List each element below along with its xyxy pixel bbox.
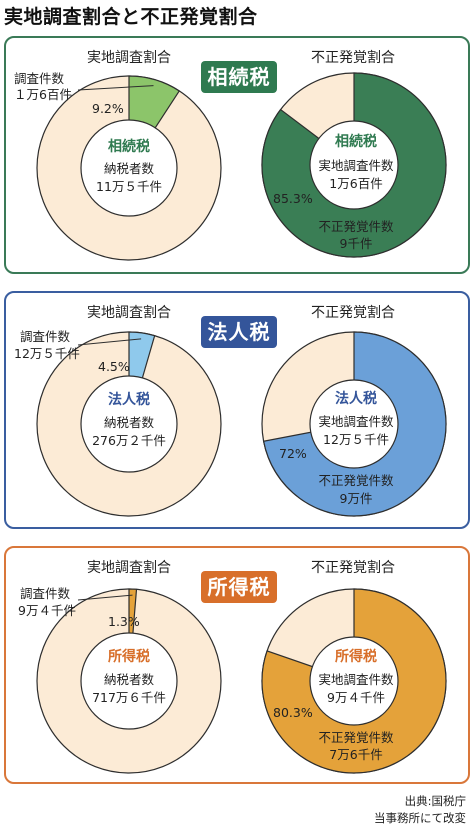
- left-callout-value: １万6百件: [14, 87, 72, 102]
- right-center-value: 1万6百件: [329, 176, 383, 191]
- right-bottom-value: 9万件: [339, 491, 373, 506]
- left-callout-leader: [77, 85, 154, 91]
- right-center-tax: 法人税: [335, 391, 377, 407]
- left-center-tax: 相続税: [108, 139, 150, 155]
- source-line-2: 当事務所にて改変: [374, 811, 466, 825]
- right-center-label: 実地調査件数: [318, 158, 394, 173]
- left-pct-label: 1.3%: [108, 614, 140, 629]
- left-callout-label: 調査件数: [20, 329, 71, 344]
- left-center-tax: 法人税: [108, 392, 150, 408]
- panel-badge: 法人税: [201, 316, 277, 348]
- right-pct-label: 80.3%: [273, 705, 313, 720]
- left-donut-hole: [80, 119, 178, 217]
- left-center-tax: 所得税: [108, 649, 150, 665]
- panel-inheritance-tax: 相続税 実地調査割合 不正発覚割合 調査件数 １万6百件 9.2% 相続税 納税…: [4, 36, 470, 274]
- left-callout-label: 調査件数: [14, 71, 65, 86]
- left-center-value: 717万６千件: [92, 690, 166, 705]
- left-center-label: 納税者数: [103, 161, 155, 176]
- right-center-tax: 相続税: [335, 134, 377, 150]
- right-center-label: 実地調査件数: [318, 414, 394, 429]
- panel-charts: [36, 331, 447, 517]
- right-center-value: 12万５千件: [323, 432, 389, 447]
- panel-corporate-tax: 法人税 実地調査割合 不正発覚割合 調査件数 12万５千件 4.5% 法人税 納…: [4, 291, 470, 529]
- source-line-1: 出典:国税庁: [404, 794, 466, 808]
- right-chart-title: 不正発覚割合: [311, 560, 395, 576]
- right-center-tax: 所得税: [335, 649, 377, 665]
- right-center-label: 実地調査件数: [318, 672, 394, 687]
- panel-charts: [36, 588, 447, 774]
- left-callout-value: 9万４千件: [18, 603, 76, 618]
- right-center-value: 9万４千件: [327, 690, 385, 705]
- left-donut-hole: [80, 632, 178, 730]
- right-bottom-label: 不正発覚件数: [318, 219, 394, 234]
- main-title: 実地調査割合と不正発覚割合: [4, 6, 258, 28]
- left-callout-leader: [77, 594, 133, 601]
- left-center-value: 276万２千件: [92, 433, 166, 448]
- panel-badge: 所得税: [201, 571, 277, 603]
- left-chart-title: 実地調査割合: [87, 305, 171, 321]
- right-donut-hole: [309, 379, 399, 469]
- right-bottom-value: 7万6千件: [329, 747, 383, 762]
- right-bottom-label: 不正発覚件数: [318, 473, 394, 488]
- left-callout-label: 調査件数: [20, 586, 71, 601]
- panel-charts: [36, 72, 447, 261]
- left-chart-title: 実地調査割合: [87, 50, 171, 66]
- left-callout-value: 12万５千件: [14, 346, 80, 361]
- source-note: 出典:国税庁 当事務所にて改変: [374, 793, 466, 827]
- panel-badge: 相続税: [201, 61, 277, 93]
- left-center-label: 納税者数: [103, 415, 155, 430]
- left-center-value: 11万５千件: [96, 179, 162, 194]
- left-callout-leader: [77, 338, 142, 346]
- right-chart-title: 不正発覚割合: [311, 50, 395, 66]
- right-chart-title: 不正発覚割合: [311, 305, 395, 321]
- right-pct-label: 85.3%: [273, 191, 313, 206]
- right-bottom-label: 不正発覚件数: [318, 730, 394, 745]
- left-donut-hole: [80, 375, 178, 473]
- right-donut-hole: [309, 120, 399, 210]
- left-pct-label: 9.2%: [92, 101, 124, 116]
- right-pct-label: 72%: [279, 446, 307, 461]
- left-chart-title: 実地調査割合: [87, 560, 171, 576]
- panel-income-tax: 所得税 実地調査割合 不正発覚割合 調査件数 9万４千件 1.3% 所得税 納税…: [4, 546, 470, 784]
- right-bottom-value: 9千件: [339, 236, 373, 251]
- right-donut-fraud-slice: [261, 588, 447, 774]
- right-donut-hole: [309, 636, 399, 726]
- left-center-label: 納税者数: [103, 672, 155, 687]
- left-pct-label: 4.5%: [98, 359, 130, 374]
